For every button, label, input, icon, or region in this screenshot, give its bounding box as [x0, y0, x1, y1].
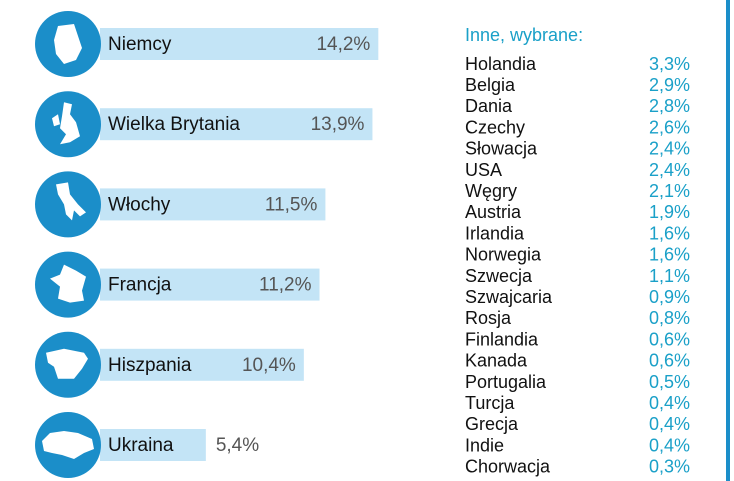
- country-shape: [56, 182, 86, 221]
- list-name: Rosja: [465, 308, 512, 328]
- side-rule: [726, 0, 730, 481]
- list-share: 0,3%: [649, 457, 690, 477]
- list-share: 1,6%: [649, 223, 690, 243]
- list-share: 0,8%: [649, 308, 690, 328]
- list-name: Portugalia: [465, 372, 547, 392]
- list-name: USA: [465, 160, 502, 180]
- list-share: 0,4%: [649, 414, 690, 434]
- country-shape: [46, 348, 88, 379]
- list-share: 0,4%: [649, 393, 690, 413]
- list-share: 2,9%: [649, 75, 690, 95]
- list-name: Szwajcaria: [465, 287, 553, 307]
- category-label: Ukraina: [108, 435, 174, 456]
- value-label: 11,2%: [259, 275, 312, 296]
- bar: [100, 28, 379, 60]
- list-share: 2,1%: [649, 181, 690, 201]
- list-share: 2,8%: [649, 96, 690, 116]
- value-label: 11,5%: [265, 194, 318, 215]
- list-share: 0,6%: [649, 329, 690, 349]
- list-title: Inne, wybrane:: [465, 25, 583, 45]
- list-name: Węgry: [465, 181, 517, 201]
- list-name: Finlandia: [465, 329, 539, 349]
- value-label: 5,4%: [216, 435, 259, 456]
- list-name: Norwegia: [465, 245, 542, 265]
- list-share: 1,6%: [649, 245, 690, 265]
- country-shape: [52, 102, 80, 145]
- list-share: 1,9%: [649, 202, 690, 222]
- country-shape: [50, 264, 86, 303]
- list-name: Szwecja: [465, 266, 533, 286]
- list-share: 0,6%: [649, 351, 690, 371]
- list-name: Belgia: [465, 75, 516, 95]
- list-share: 1,1%: [649, 266, 690, 286]
- list-name: Turcja: [465, 393, 515, 413]
- list-share: 0,4%: [649, 435, 690, 455]
- bar: [100, 268, 320, 301]
- list-name: Austria: [465, 202, 522, 222]
- list-name: Czechy: [465, 117, 525, 137]
- category-label: Wielka Brytania: [108, 114, 240, 135]
- list-share: 2,6%: [649, 117, 690, 137]
- list-name: Kanada: [465, 351, 528, 371]
- list-name: Dania: [465, 96, 513, 116]
- value-label: 13,9%: [311, 114, 365, 135]
- value-label: 14,2%: [316, 34, 370, 55]
- list-share: 2,4%: [649, 139, 690, 159]
- list-name: Irlandia: [465, 223, 525, 243]
- list-name: Indie: [465, 435, 504, 455]
- list-name: Grecja: [465, 414, 519, 434]
- category-label: Niemcy: [108, 34, 172, 55]
- category-label: Hiszpania: [108, 355, 192, 376]
- list-name: Chorwacja: [465, 457, 551, 477]
- category-label: Francja: [108, 275, 172, 296]
- list-name: Holandia: [465, 54, 537, 74]
- list-share: 0,9%: [649, 287, 690, 307]
- list-share: 2,4%: [649, 160, 690, 180]
- bar: [100, 188, 326, 221]
- list-share: 0,5%: [649, 372, 690, 392]
- list-share: 3,3%: [649, 54, 690, 74]
- list-name: Słowacja: [465, 139, 538, 159]
- category-label: Włochy: [108, 194, 171, 215]
- country-shape: [42, 431, 94, 459]
- bar: [100, 108, 373, 141]
- value-label: 10,4%: [242, 355, 296, 376]
- country-shape: [54, 24, 82, 64]
- bar: [100, 429, 206, 461]
- bar: [100, 348, 304, 381]
